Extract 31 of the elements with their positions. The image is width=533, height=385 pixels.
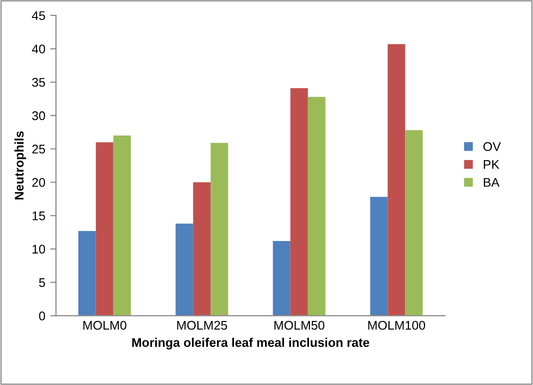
bar [193, 182, 211, 316]
bar [290, 88, 308, 316]
y-tick-label: 15 [32, 212, 46, 220]
bar [405, 130, 423, 316]
legend-label: BA [484, 178, 500, 187]
x-tick-label: MOLM50 [274, 320, 324, 330]
y-tick-label: 20 [32, 178, 46, 187]
y-tick-label: 25 [32, 144, 46, 154]
y-tick-label: 40 [32, 44, 46, 54]
legend-label: OV [483, 142, 501, 152]
bar [176, 224, 194, 316]
bar [96, 142, 114, 316]
bar [78, 230, 96, 316]
y-tick-label: 5 [39, 278, 46, 287]
bar [272, 240, 290, 316]
x-axis-title: Moringa oleifera leaf meal inclusion rate [132, 338, 370, 350]
y-tick-label: 35 [32, 78, 46, 87]
y-axis-title: Neutrophils [14, 131, 26, 200]
bar [308, 96, 326, 316]
bar [370, 196, 388, 316]
y-tick-label: 30 [32, 111, 46, 120]
y-tick-label: 0 [39, 312, 46, 320]
legend-label: PK [484, 160, 500, 169]
y-tick-label: 10 [32, 244, 46, 254]
x-tick-label: MOLM0 [83, 320, 126, 330]
bar [210, 142, 228, 316]
x-tick-label: MOLM25 [177, 320, 228, 330]
bar [113, 136, 131, 316]
bar [388, 44, 406, 316]
y-tick-label: 45 [32, 11, 46, 20]
x-tick-label: MOLM100 [368, 320, 426, 330]
